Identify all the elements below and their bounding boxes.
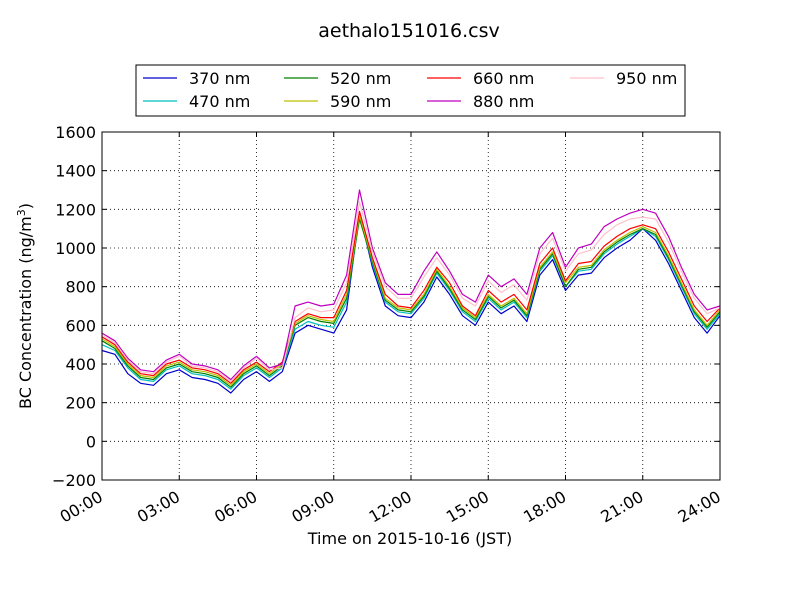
legend-label: 950 nm (616, 69, 677, 88)
x-tick-label: 09:00 (288, 487, 337, 527)
y-tick-label: 0 (86, 432, 96, 451)
x-tick-label: 18:00 (520, 487, 569, 527)
y-axis-label: BC Concentration (ng/m3) (15, 203, 35, 409)
y-tick-label: 1000 (55, 239, 96, 258)
x-axis-label: Time on 2015-10-16 (JST) (307, 529, 512, 548)
x-tick-label: 15:00 (443, 487, 492, 527)
x-tick-label: 06:00 (211, 487, 260, 527)
y-axis-label-main: BC Concentration (ng/m (16, 216, 35, 409)
y-tick-label: 1200 (55, 200, 96, 219)
series-line (102, 217, 720, 389)
y-axis-label-sup: 3 (15, 209, 28, 216)
legend-label: 520 nm (330, 69, 391, 88)
y-tick-label: −200 (52, 471, 96, 490)
y-axis-label-close: ) (16, 203, 35, 209)
x-tick-label: 21:00 (597, 487, 646, 527)
x-tick-label: 00:00 (57, 487, 106, 527)
legend-label: 470 nm (189, 92, 250, 111)
legend-label: 880 nm (473, 92, 534, 111)
y-tick-label: 800 (65, 278, 96, 297)
legend-label: 590 nm (330, 92, 391, 111)
legend-label: 660 nm (473, 69, 534, 88)
y-tick-label: 1400 (55, 162, 96, 181)
y-tick-label: 1600 (55, 123, 96, 142)
grid (102, 132, 720, 480)
legend: 370 nm 470 nm 520 nm 590 nm 660 nm 880 nm 950 … (136, 65, 685, 116)
x-axis: 00:00 03:00 06:00 09:00 12:00 15:00 18:00 21:00… (57, 132, 724, 527)
x-tick-label: 03:00 (134, 487, 183, 527)
y-tick-label: 200 (65, 394, 96, 413)
legend-label: 370 nm (189, 69, 250, 88)
x-tick-label: 24:00 (675, 487, 724, 527)
x-tick-label: 12:00 (366, 487, 415, 527)
chart-title: aethalo151016.csv (318, 20, 500, 42)
y-tick-label: 400 (65, 355, 96, 374)
y-tick-label: 600 (65, 316, 96, 335)
